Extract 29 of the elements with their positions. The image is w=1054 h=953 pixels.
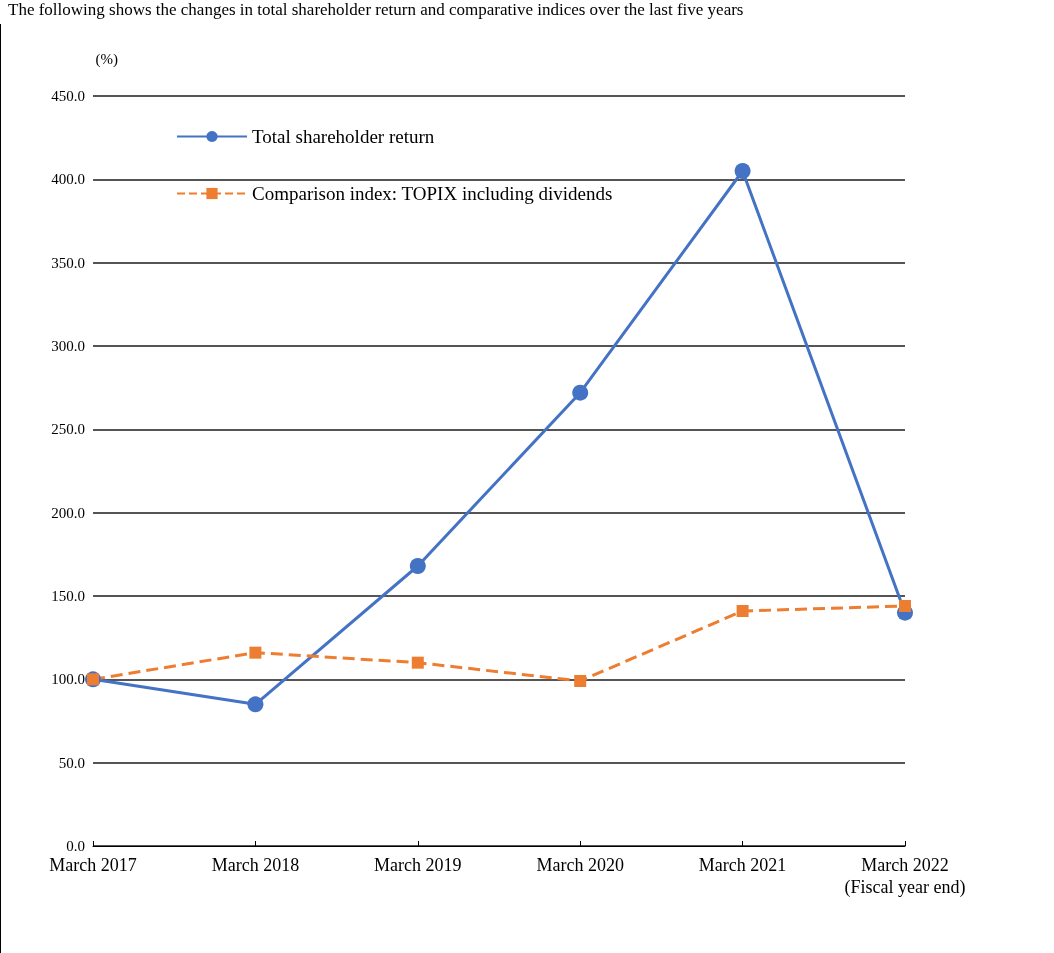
point: [572, 384, 589, 401]
y-axis-title: (%): [95, 50, 118, 68]
x-tick-label: March 2017: [49, 855, 137, 875]
y-tick-label: 50.0: [58, 754, 85, 771]
point: [249, 646, 262, 659]
legend-label: Comparison index: TOPIX including dividends: [252, 183, 613, 204]
y-tick-label: 350.0: [51, 254, 85, 271]
x-tick-label: March 2019: [374, 855, 462, 875]
chart-title: The following shows the changes in total shareholder return and comparative indices over the last five years: [8, 0, 745, 20]
x-tick-label: March 2018: [211, 855, 300, 875]
y-tick-label: 100.0: [51, 671, 85, 688]
y-tick-label: 150.0: [51, 588, 85, 604]
point: [411, 656, 424, 669]
x-tick-label: March 2021: [698, 855, 787, 875]
x-tick-label: March 2020: [536, 855, 624, 875]
point: [734, 163, 751, 179]
point: [409, 558, 426, 574]
x-tick-label: March 2022 (Fiscal year end): [844, 855, 966, 898]
point: [574, 675, 587, 687]
legend-label: Total shareholder return: [252, 126, 435, 147]
point: [247, 696, 264, 713]
point: [899, 600, 911, 612]
y-tick-label: 400.0: [51, 171, 85, 188]
y-tick-label: 200.0: [51, 504, 85, 521]
y-tick-label: 300.0: [51, 338, 85, 354]
y-tick-label: 250.0: [51, 421, 85, 438]
point: [736, 605, 749, 617]
y-tick-label: 450.0: [51, 88, 85, 104]
y-tick-label: 0.0: [66, 838, 85, 854]
